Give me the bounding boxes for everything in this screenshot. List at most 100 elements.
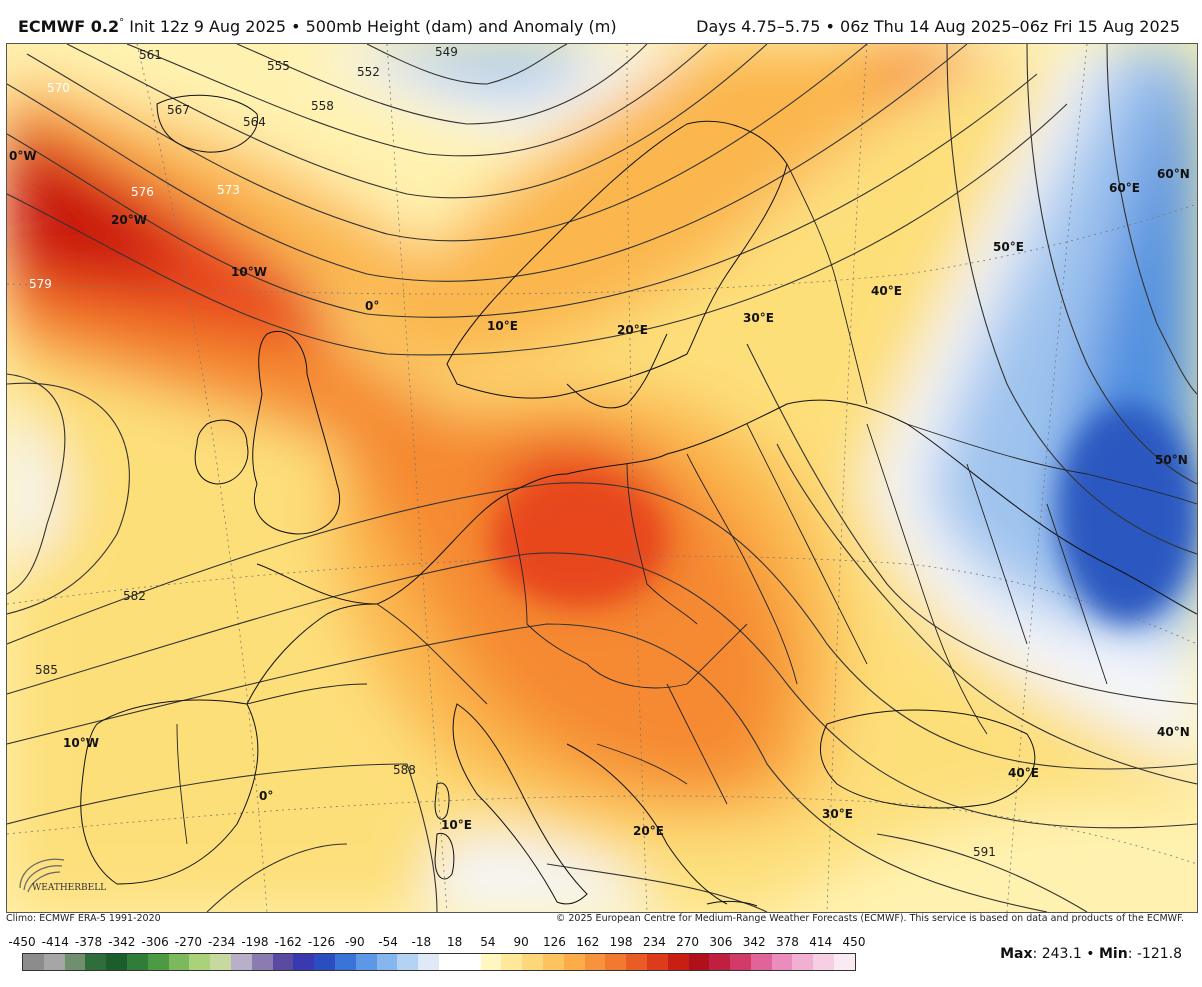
legend-tick-label: 306 bbox=[709, 935, 733, 949]
legend-swatch bbox=[813, 954, 835, 970]
contour-label-558: 558 bbox=[311, 99, 334, 113]
lon-label-30e-top: 30°E bbox=[743, 311, 774, 325]
legend-tick-label: 90 bbox=[513, 935, 529, 949]
legend-swatch bbox=[64, 954, 86, 970]
legend-swatch bbox=[126, 954, 148, 970]
legend-swatch bbox=[168, 954, 190, 970]
lon-label-20e-top: 20°E bbox=[617, 323, 648, 337]
min-label: Min bbox=[1098, 946, 1128, 962]
stats-separator: • bbox=[1086, 946, 1095, 962]
lon-label-40e-top: 40°E bbox=[871, 284, 902, 298]
legend-tick-label: -126 bbox=[307, 935, 336, 949]
legend-swatch bbox=[542, 954, 564, 970]
legend-swatch bbox=[251, 954, 273, 970]
weatherbell-logo: WEATHERBELL bbox=[19, 858, 106, 893]
legend-tick-label: 234 bbox=[642, 935, 666, 949]
iberia-outline bbox=[80, 699, 259, 885]
legend-swatch bbox=[750, 954, 772, 970]
valid-time: Days 4.75–5.75 • 06z Thu 14 Aug 2025–06z… bbox=[696, 17, 1180, 36]
legend-swatch bbox=[106, 954, 127, 970]
black-sea-outline bbox=[819, 709, 1036, 809]
contour-label-549: 549 bbox=[435, 45, 458, 59]
chart-header: ECMWF 0.2° Init 12z 9 Aug 2025 • 500mb H… bbox=[0, 0, 1202, 40]
ireland-outline bbox=[194, 419, 249, 485]
contour-label-585: 585 bbox=[35, 663, 58, 677]
lon-label-0-bottom: 0° bbox=[259, 789, 273, 803]
legend-swatch bbox=[709, 954, 731, 970]
legend-tick-label: 378 bbox=[775, 935, 799, 949]
lat-label-40n: 40°N bbox=[1157, 725, 1190, 739]
legend-swatch bbox=[584, 954, 606, 970]
legend-swatch bbox=[272, 954, 294, 970]
italy-outline bbox=[452, 703, 588, 905]
height-contours bbox=[7, 44, 1197, 912]
legend-tick-label: -18 bbox=[411, 935, 432, 949]
legend-tick-label: -342 bbox=[108, 935, 136, 949]
crete-outline bbox=[706, 900, 758, 907]
lon-label-50e: 50°E bbox=[993, 240, 1024, 254]
contour-label-591: 591 bbox=[973, 845, 996, 859]
contour-label-579: 579 bbox=[29, 277, 52, 291]
legend-swatch bbox=[834, 954, 855, 970]
legend-swatch bbox=[522, 954, 543, 970]
max-min-stats: Max: 243.1 • Min: -121.8 bbox=[1000, 946, 1182, 962]
legend-swatch bbox=[376, 954, 398, 970]
chart-title: ECMWF 0.2° Init 12z 9 Aug 2025 • 500mb H… bbox=[18, 17, 617, 36]
model-name: ECMWF 0.2 bbox=[18, 17, 120, 36]
legend-swatch bbox=[792, 954, 814, 970]
legend-swatch bbox=[397, 954, 419, 970]
contour-label-555: 555 bbox=[267, 59, 290, 73]
color-legend: -450 -414 -378 -342 -306 -270 -234 -198 -162 -126… bbox=[8, 935, 865, 975]
lon-label-30e-bottom: 30°E bbox=[822, 807, 853, 821]
legend-tick-label: 342 bbox=[742, 935, 766, 949]
contour-label-570: 570 bbox=[47, 81, 70, 95]
coastlines bbox=[80, 94, 1197, 907]
map-canvas: 549 552 555 558 561 564 567 570 573 576 … bbox=[7, 44, 1197, 912]
legend-tick-label: -54 bbox=[378, 935, 398, 949]
country-borders bbox=[176, 163, 1197, 845]
legend-swatch bbox=[43, 954, 65, 970]
france-coast bbox=[246, 603, 378, 705]
corsica-outline bbox=[434, 782, 450, 820]
legend-tick-label: 270 bbox=[676, 935, 700, 949]
legend-swatch bbox=[667, 954, 689, 970]
lon-label-10e-top: 10°E bbox=[487, 319, 518, 333]
legend-swatch bbox=[210, 954, 231, 970]
lon-label-10e-bottom: 10°E bbox=[441, 818, 472, 832]
contour-label-588: 588 bbox=[393, 763, 416, 777]
britain-outline bbox=[252, 331, 341, 535]
anomaly-core bbox=[492, 404, 1197, 624]
legend-swatch bbox=[626, 954, 647, 970]
init-info: Init 12z 9 Aug 2025 • 500mb Height (dam)… bbox=[129, 17, 617, 36]
legend-swatch bbox=[459, 954, 481, 970]
lon-label-60e: 60°E bbox=[1109, 181, 1140, 195]
legend-tick-label: 126 bbox=[543, 935, 566, 949]
balkans-outline bbox=[566, 743, 728, 905]
contour-label-561: 561 bbox=[139, 48, 162, 62]
legend-tick-label: -90 bbox=[344, 935, 365, 949]
contour-label-582: 582 bbox=[123, 589, 146, 603]
iceland-outline bbox=[156, 94, 259, 153]
contour-label-567: 567 bbox=[167, 103, 190, 117]
legend-tick-label: -270 bbox=[174, 935, 203, 949]
climo-credit: Climo: ECMWF ERA-5 1991-2020 bbox=[6, 913, 161, 924]
legend-tick-label: -378 bbox=[74, 935, 103, 949]
contour-label-576: 576 bbox=[131, 185, 154, 199]
lon-label-0w-top: 0°W bbox=[9, 149, 37, 163]
max-label: Max bbox=[1000, 946, 1033, 962]
lon-label-10w-top: 10°W bbox=[231, 265, 267, 279]
legend-tick-label: 18 bbox=[446, 935, 463, 949]
lat-label-50n: 50°N bbox=[1155, 453, 1188, 467]
scandinavia-outline bbox=[446, 120, 788, 399]
contour-labels: 549 552 555 558 561 564 567 570 573 576 … bbox=[29, 45, 996, 859]
contour-label-552: 552 bbox=[357, 65, 380, 79]
legend-tick-label: -450 bbox=[8, 935, 36, 949]
lat-label-60n: 60°N bbox=[1157, 167, 1190, 181]
anomaly-field bbox=[7, 44, 1197, 912]
forecast-map[interactable]: 549 552 555 558 561 564 567 570 573 576 … bbox=[6, 43, 1198, 913]
lon-label-20w: 20°W bbox=[111, 213, 147, 227]
legend-swatch bbox=[418, 954, 439, 970]
graticule bbox=[7, 44, 1197, 912]
logo-text: WEATHERBELL bbox=[32, 883, 106, 893]
legend-swatch bbox=[147, 954, 169, 970]
